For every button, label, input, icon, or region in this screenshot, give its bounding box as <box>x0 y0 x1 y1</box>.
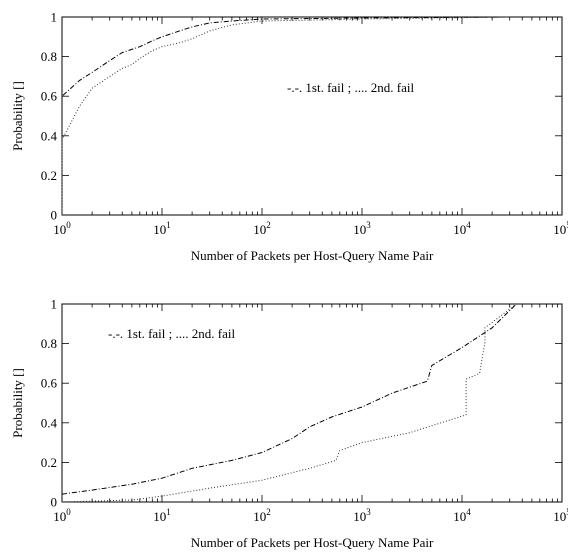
chart-1-y-axis-label: Probability [] <box>10 81 25 151</box>
chart-2-y-tick-label: 0.4 <box>41 415 58 430</box>
chart-2-x-tick-label: 104 <box>453 507 471 524</box>
chart-2-annotation: -.-. 1st. fail ; .... 2nd. fail <box>108 326 235 341</box>
chart-2-plot-frame <box>61 303 563 503</box>
chart-2-x-tick-label: 101 <box>153 507 171 524</box>
chart-1-x-tick-label: 104 <box>453 220 471 237</box>
chart-2-y-tick-label: 0.8 <box>41 336 57 351</box>
chart-2-y-tick-label: 0.2 <box>41 455 57 470</box>
chart-2-x-tick-label: 100 <box>53 507 71 524</box>
chart-1-series-dotted-line <box>61 16 510 215</box>
chart-2-y-tick-label: 0 <box>51 495 58 510</box>
chart-1-x-tick-label: 102 <box>253 220 271 237</box>
chart-1-x-axis-label: Number of Packets per Host-Query Name Pa… <box>191 248 434 263</box>
chart-1-y-tick-label: 1 <box>51 10 58 25</box>
chart-1-y-tick-label: 0.2 <box>41 168 57 183</box>
chart-1-y-tick-label: 0 <box>51 208 58 223</box>
chart-1-plot-frame <box>61 16 563 216</box>
chart-1: 100 101 102 103 104 105 0 0.2 0.4 0.6 0.8 1 Number o… <box>10 10 568 264</box>
chart-2: 100 101 102 103 104 105 0 0.2 0.4 0.6 0.8 1 Number o… <box>10 297 568 551</box>
chart-2-y-tick-label: 0.6 <box>41 376 58 391</box>
chart-1-x-tick-label: 101 <box>153 220 171 237</box>
chart-1-series-dashdot-line <box>61 16 510 215</box>
chart-2-series-dotted-line <box>61 303 517 503</box>
chart-1-y-tick-label: 0.4 <box>41 128 58 143</box>
chart-1-annotation: -.-. 1st. fail ; .... 2nd. fail <box>287 80 414 95</box>
chart-2-x-axis-label: Number of Packets per Host-Query Name Pa… <box>191 535 434 550</box>
chart-1-y-tick-label: 0.8 <box>41 49 57 64</box>
chart-2-x-tick-label: 102 <box>253 507 271 524</box>
chart-1-y-tick-label: 0.6 <box>41 89 58 104</box>
chart-2-x-tick-label: 103 <box>353 507 371 524</box>
chart-2-y-tick-label: 1 <box>51 297 58 312</box>
chart-2-y-axis-label: Probability [] <box>10 368 25 438</box>
chart-2-x-tick-label: 105 <box>553 507 568 524</box>
chart-1-x-tick-label: 100 <box>53 220 71 237</box>
chart-1-x-tick-label: 105 <box>553 220 568 237</box>
chart-2-series-dashdot-line <box>61 303 517 495</box>
chart-1-x-tick-label: 103 <box>353 220 371 237</box>
